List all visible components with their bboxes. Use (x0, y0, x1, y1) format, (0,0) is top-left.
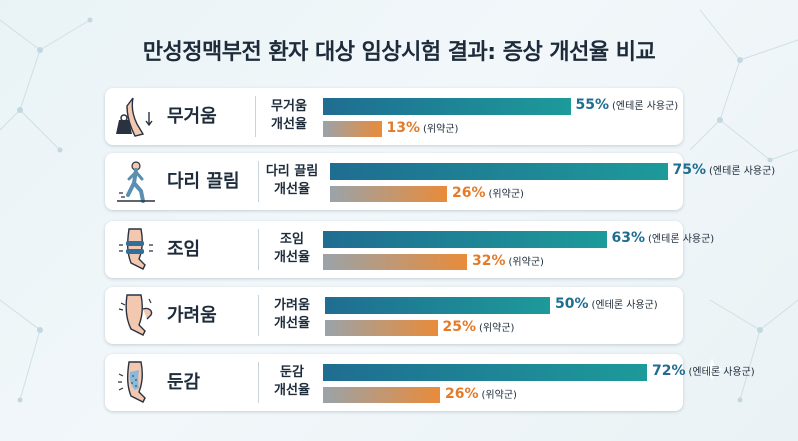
sublabel-line: 무거움 (271, 99, 307, 114)
series-label: (엔테론 사용군) (709, 166, 776, 177)
category-label: 가려움 (167, 305, 217, 326)
heavy-weight-leg-icon (113, 94, 159, 140)
treatment-bar (325, 297, 550, 314)
bar-value: 72% (652, 363, 686, 379)
category-label: 다리 끌림 (167, 171, 240, 192)
placebo-bar (330, 186, 447, 202)
series-label: (위약군) (423, 124, 459, 135)
itchy-leg-icon (113, 293, 159, 339)
placebo-value-label: 26% (위약군) (452, 185, 524, 201)
series-label: (엔테론 사용군) (688, 367, 755, 378)
treatment-value-label: 72% (엔테론 사용군) (652, 363, 755, 379)
category-label: 둔감 (167, 372, 201, 393)
series-label: (위약군) (508, 257, 544, 268)
symptom-row-1: 무거움 무거움 개선율 55% (엔테론 사용군) 13% (위약군) (105, 88, 683, 145)
sublabel-line: 개선율 (271, 117, 307, 132)
category-label: 조임 (167, 239, 201, 260)
placebo-bar (325, 320, 438, 336)
bar-value: 75% (672, 162, 707, 178)
row-divider (258, 161, 259, 202)
treatment-value-label: 75% (엔테론 사용군) (673, 162, 776, 178)
bar-value: 26% (452, 185, 486, 201)
bar-value: 13% (386, 120, 421, 136)
series-label: (엔테론 사용군) (648, 234, 715, 245)
row-divider (258, 295, 259, 336)
series-label: (위약군) (479, 323, 515, 334)
treatment-value-label: 50% (엔테론 사용군) (555, 296, 658, 312)
category-label: 무거움 (167, 106, 217, 127)
series-label: (엔테론 사용군) (591, 300, 658, 311)
row-divider (258, 362, 259, 403)
sublabel-line: 개선율 (274, 316, 310, 331)
placebo-value-label: 25% (위약군) (443, 319, 515, 335)
sublabel-line: 개선율 (274, 182, 310, 197)
placebo-value-label: 32% (위약군) (472, 253, 544, 269)
sublabel-line: 개선율 (274, 383, 310, 398)
symptom-row-5: 둔감 둔감 개선율 72% (엔테론 사용군) 26% (위약군) (105, 354, 755, 411)
chart-title: 만성정맥부전 환자 대상 임상시험 결과: 증상 개선율 비교 (142, 40, 656, 65)
series-label: (위약군) (488, 189, 524, 200)
bar-value: 32% (472, 253, 506, 269)
row-divider (258, 229, 259, 270)
row-divider (255, 96, 256, 137)
series-label: (엔테론 사용군) (612, 101, 679, 112)
placebo-bar (323, 254, 467, 270)
placebo-value-label: 13% (위약군) (387, 120, 459, 136)
bar-value: 63% (611, 230, 646, 246)
sublabel-line: 다리 끌림 (265, 164, 319, 179)
bar-value: 50% (555, 296, 589, 312)
sublabel-line: 개선율 (274, 250, 310, 265)
placebo-value-label: 26% (위약군) (445, 386, 517, 402)
bar-value: 25% (442, 319, 477, 335)
placebo-bar (323, 121, 382, 137)
sublabel-line: 둔감 (280, 365, 304, 380)
dragging-leg-walker-icon (113, 159, 159, 205)
treatment-bar (323, 364, 647, 381)
symptom-row-3: 조임 조임 개선율 63% (엔테론 사용군) 32% (위약군) (105, 221, 714, 278)
series-label: (위약군) (481, 390, 517, 401)
bar-value: 55% (575, 97, 610, 113)
treatment-bar (330, 163, 668, 180)
placebo-bar (323, 387, 440, 403)
treatment-value-label: 63% (엔테론 사용군) (612, 230, 715, 246)
treatment-bar (323, 231, 607, 248)
treatment-value-label: 55% (엔테론 사용군) (576, 97, 679, 113)
sublabel-line: 가려움 (274, 298, 310, 313)
symptom-row-2: 다리 끌림 다리 끌림 개선율 75% (엔테론 사용군) 26% (위약군) (105, 153, 775, 210)
tight-calf-icon (113, 227, 159, 273)
symptom-row-4: 가려움 가려움 개선율 50% (엔테론 사용군) 25% (위약군) (105, 287, 683, 344)
sublabel-line: 조임 (280, 232, 304, 247)
treatment-bar (323, 98, 571, 115)
bar-value: 26% (445, 386, 479, 402)
numb-leg-icon (113, 360, 159, 406)
